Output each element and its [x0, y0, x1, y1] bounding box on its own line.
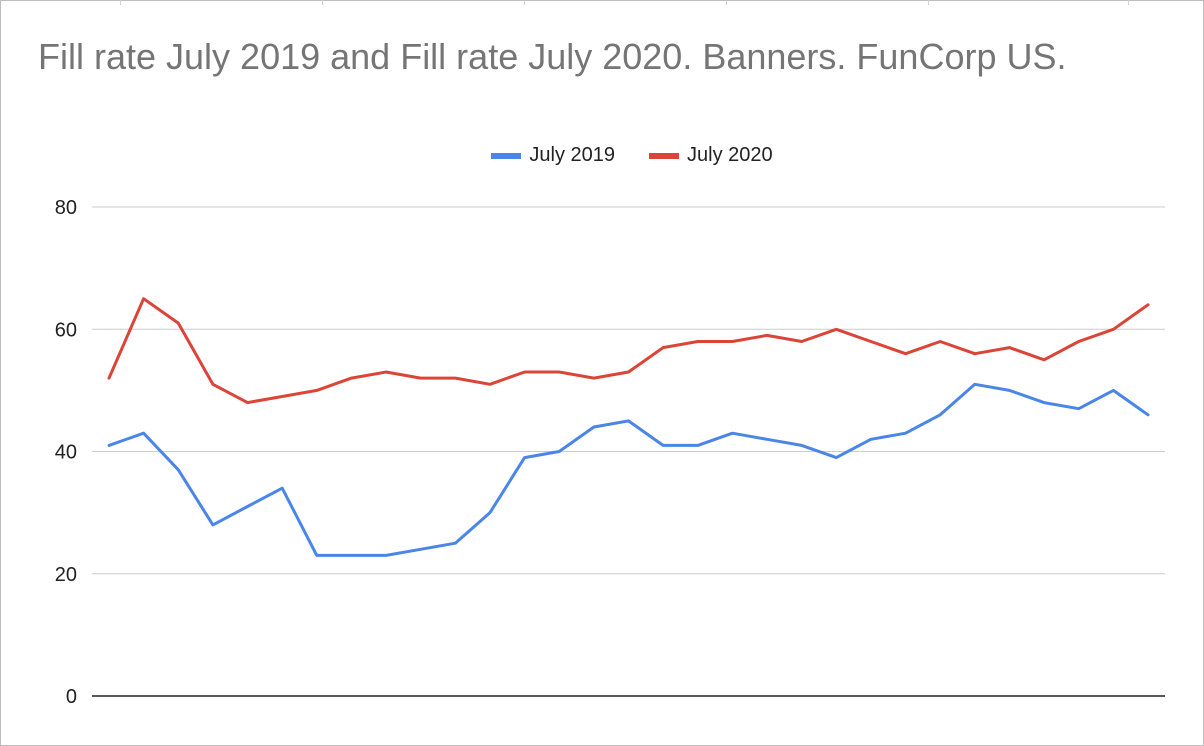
- legend-item-july-2020[interactable]: July 2020: [649, 144, 773, 167]
- series-line-july-2020: [107, 297, 1150, 405]
- series-line-july-2019: [107, 382, 1150, 557]
- y-tick-label-80: 80: [55, 197, 77, 219]
- top-edge-ticks: [0, 0, 1204, 6]
- y-tick-label-0: 0: [66, 686, 77, 708]
- legend-swatch-july-2020: [649, 152, 679, 159]
- y-tick-label-60: 60: [55, 319, 77, 341]
- y-tick-label-40: 40: [55, 442, 77, 464]
- chart-title: Fill rate July 2019 and Fill rate July 2…: [38, 36, 1067, 77]
- legend-label-july-2020: July 2020: [687, 144, 773, 166]
- legend: July 2019 July 2020: [0, 144, 1204, 167]
- legend-label-july-2019: July 2019: [529, 144, 615, 166]
- legend-item-july-2019[interactable]: July 2019: [491, 144, 615, 167]
- legend-swatch-july-2019: [491, 152, 522, 159]
- y-tick-label-20: 20: [55, 564, 77, 586]
